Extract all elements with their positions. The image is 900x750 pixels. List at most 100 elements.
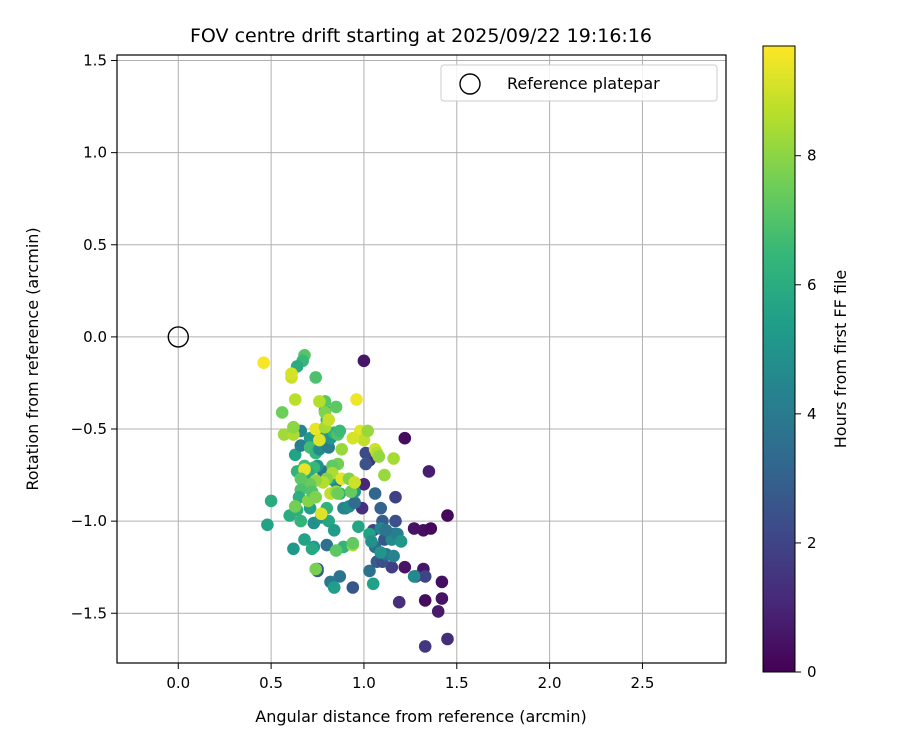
data-point (285, 367, 298, 381)
data-point (294, 514, 308, 528)
data-point (313, 433, 326, 447)
data-point (435, 575, 449, 589)
reference-platepar-marker (167, 326, 189, 348)
data-point (435, 592, 449, 605)
data-point (320, 538, 334, 552)
data-point (298, 533, 311, 546)
data-point (431, 605, 445, 618)
data-point (387, 452, 400, 465)
data-point (387, 549, 400, 563)
data-point (346, 536, 360, 550)
data-point (398, 560, 412, 574)
grid (117, 55, 726, 663)
data-point (422, 465, 436, 478)
data-point (288, 500, 302, 513)
colorbar-gradient (762, 45, 796, 673)
colorbar-label: Hours from first FF file (831, 270, 850, 449)
x-tick-label: 1.5 (445, 674, 469, 692)
data-point (389, 514, 402, 528)
data-point (418, 570, 432, 583)
data-point (329, 544, 343, 557)
data-point (418, 594, 432, 607)
data-point (389, 490, 402, 504)
legend-entry-reference: Reference platepar (507, 74, 660, 93)
y-tick-label: 0.5 (83, 236, 107, 254)
data-point (348, 496, 362, 510)
data-point (398, 431, 412, 445)
data-point (327, 524, 341, 537)
data-point (313, 395, 326, 408)
data-point (374, 546, 388, 559)
colorbar-tick-label: 6 (807, 276, 817, 294)
data-point (378, 468, 391, 482)
data-point (294, 472, 308, 486)
colorbar-tick-label: 0 (807, 663, 817, 681)
y-tick-label: 0.0 (83, 328, 107, 346)
data-point (374, 501, 388, 515)
data-point (322, 413, 336, 427)
y-tick-label: −1.5 (71, 604, 107, 622)
data-point (418, 640, 432, 653)
data-point (372, 450, 386, 463)
legend: Reference platepar (440, 64, 718, 102)
x-tick-label: 2.0 (538, 674, 562, 692)
x-tick-label: 0.5 (259, 674, 283, 692)
y-tick-label: −1.0 (71, 512, 107, 530)
data-point (257, 356, 271, 370)
data-point (275, 406, 289, 419)
chart-title: FOV centre drift starting at 2025/09/22 … (190, 25, 652, 47)
data-point (394, 535, 408, 548)
data-point (368, 487, 382, 500)
data-point (329, 400, 343, 414)
plot-frame (116, 54, 727, 664)
data-point (331, 487, 345, 500)
data-point (346, 431, 360, 445)
data-point (333, 570, 347, 583)
data-point (441, 509, 454, 522)
x-tick-label: 1.0 (352, 674, 376, 692)
x-axis-label: Angular distance from reference (arcmin) (255, 707, 586, 726)
colorbar-tick-label: 4 (807, 405, 817, 423)
data-point (363, 564, 376, 578)
data-point (287, 420, 300, 434)
data-point (365, 535, 378, 548)
data-point (392, 595, 406, 609)
axis-ticks: 0.0 0.5 1.0 1.5 2.0 2.5 −1.5 −1.0 −0.5 0.0 0.5 1.0 1… (71, 52, 655, 692)
y-tick-label: 1.5 (83, 52, 107, 70)
data-point (264, 494, 278, 508)
data-point (261, 518, 274, 532)
data-point (277, 428, 291, 441)
data-point (333, 424, 347, 438)
y-tick-label: −0.5 (71, 420, 107, 438)
data-points (257, 349, 454, 653)
y-axis-label: Rotation from reference (arcmin) (23, 227, 42, 490)
colorbar-ticks: 0 2 4 6 8 (795, 147, 817, 681)
data-point (366, 577, 380, 591)
legend-marker (459, 73, 481, 95)
legend-box (440, 64, 718, 102)
data-point (407, 570, 421, 583)
data-point (327, 581, 341, 594)
colorbar-tick-label: 8 (807, 147, 817, 165)
data-point (288, 448, 302, 462)
colorbar: 0 2 4 6 8 Hours from first FF file (762, 45, 850, 681)
y-tick-label: 1.0 (83, 144, 107, 162)
data-point (335, 443, 349, 456)
data-point (407, 522, 421, 535)
data-point (350, 393, 363, 406)
data-point (288, 393, 302, 406)
data-point (352, 520, 365, 533)
data-point (305, 542, 319, 556)
data-point (361, 424, 375, 438)
data-point (385, 560, 399, 574)
data-point (441, 632, 454, 646)
x-tick-label: 2.5 (631, 674, 655, 692)
data-point (357, 354, 371, 368)
data-point (309, 562, 323, 576)
data-point (309, 490, 323, 504)
x-tick-label: 0.0 (166, 674, 190, 692)
data-point (359, 457, 373, 471)
colorbar-tick-label: 2 (807, 534, 817, 552)
data-point (348, 476, 362, 489)
